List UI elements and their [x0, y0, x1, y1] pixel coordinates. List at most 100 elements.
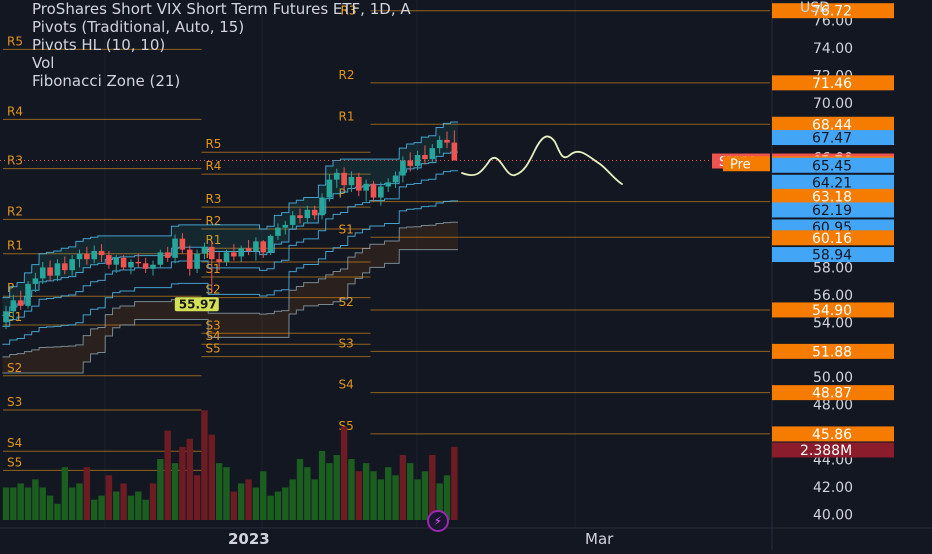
price-label: 64.21 [812, 175, 852, 191]
price-label-bg [772, 385, 894, 401]
volume-bar [311, 479, 318, 520]
time-label-2023: 2023 [228, 530, 270, 548]
pivot-label-s1: S1 [339, 222, 354, 236]
price-label-bg [772, 188, 894, 204]
candle-body [260, 241, 267, 253]
price-label: 71.46 [812, 76, 852, 92]
fib-band-lower [2, 222, 458, 374]
low-marker-label: 55.97 [179, 297, 217, 311]
price-label-bg [772, 302, 894, 318]
pivot-label-r4: R4 [205, 159, 221, 173]
candle-body [128, 261, 134, 268]
pivot-label-s1: S1 [7, 310, 22, 324]
price-label: 48.87 [812, 386, 852, 402]
legend-pivots-hl[interactable]: Pivots HL (10, 10) [32, 36, 166, 54]
volume-bar [362, 463, 370, 520]
candle-body [297, 215, 303, 219]
price-label: 58.94 [812, 248, 852, 264]
volume-bar [385, 467, 392, 520]
volume-bar [414, 479, 421, 520]
pivot-label-s4: S4 [339, 378, 354, 392]
lightning-icon[interactable]: ⚡ [427, 510, 449, 532]
pivot-label-s3: S3 [205, 318, 220, 332]
fib-line [2, 221, 458, 358]
volume-bar [421, 471, 429, 520]
pivot-label-s2: S2 [7, 361, 22, 375]
candle-body [76, 253, 83, 260]
legend-title[interactable]: ProShares Short VIX Short Term Futures E… [32, 0, 411, 18]
candle-body [348, 176, 355, 186]
projection-sketch [461, 135, 623, 185]
volume-bar [304, 467, 311, 520]
price-label-bg [772, 3, 894, 19]
candle-body [370, 183, 377, 198]
candle-body [223, 252, 230, 262]
price-label: 65.45 [812, 158, 852, 174]
candle-body [333, 172, 340, 180]
volume-label-bg [772, 442, 894, 458]
candle-body [267, 235, 274, 253]
candle-body [385, 182, 391, 187]
volume-bar [451, 446, 458, 520]
volume-bar [340, 426, 348, 520]
y-tick-label: 40.00 [813, 507, 853, 523]
volume-bar [32, 479, 39, 520]
pivot-label-s3: S3 [7, 395, 22, 409]
candle-body [142, 263, 149, 269]
volume-bar [193, 475, 201, 520]
price-label: 51.88 [812, 344, 852, 360]
legend-fib[interactable]: Fibonacci Zone (21) [32, 72, 181, 90]
price-label: 62.19 [812, 203, 852, 219]
candle-body [341, 172, 347, 186]
candle-body [304, 209, 311, 219]
volume-bar [149, 483, 157, 520]
volume-bar [289, 479, 296, 520]
volume-bar [127, 495, 135, 520]
candle-body [164, 252, 171, 258]
volume-bar [91, 499, 98, 520]
volume-bar [296, 459, 304, 520]
volume-bar [83, 467, 91, 520]
price-label: 54.90 [812, 303, 852, 319]
volume-bar [377, 479, 385, 520]
currency-label[interactable]: USD [800, 0, 830, 16]
candle-body [444, 139, 450, 143]
volume-bar [399, 455, 407, 520]
y-tick-label: 42.00 [813, 480, 853, 496]
volume-bar [39, 487, 46, 520]
price-label-bg [772, 75, 894, 91]
price-label-bg [772, 174, 894, 190]
price-label-bg [772, 130, 894, 146]
volume-bar [429, 455, 436, 520]
candle-body [289, 215, 296, 225]
candle-body [157, 252, 164, 265]
legend-pivots[interactable]: Pivots (Traditional, Auto, 15) [32, 18, 245, 36]
pivot-label-s4: S4 [7, 436, 22, 450]
candle-body [179, 238, 186, 250]
volume-bar [61, 467, 68, 520]
candle-body [414, 154, 421, 166]
chart-legend: ProShares Short VIX Short Term Futures E… [32, 0, 411, 90]
volume-bar [105, 475, 113, 520]
candle-body [392, 175, 399, 183]
candle-body [120, 257, 127, 268]
volume-bar [142, 499, 149, 520]
volume-bar [436, 483, 443, 520]
volume-bar [171, 463, 179, 520]
pivot-label-r2: R2 [7, 204, 23, 218]
candle-body [282, 224, 289, 228]
candle-body [32, 278, 39, 284]
volume-bar [208, 434, 215, 520]
volume-bar [98, 495, 105, 520]
candle-body [429, 148, 436, 160]
time-axis[interactable]: 2023 Mar [0, 528, 932, 550]
candle-body [253, 241, 259, 251]
price-label: 63.18 [812, 189, 852, 205]
price-label-bg [772, 426, 894, 442]
legend-vol[interactable]: Vol [32, 54, 55, 72]
candle-body [422, 154, 428, 160]
pivot-label-s1: S1 [205, 262, 220, 276]
candle-body [275, 227, 281, 236]
